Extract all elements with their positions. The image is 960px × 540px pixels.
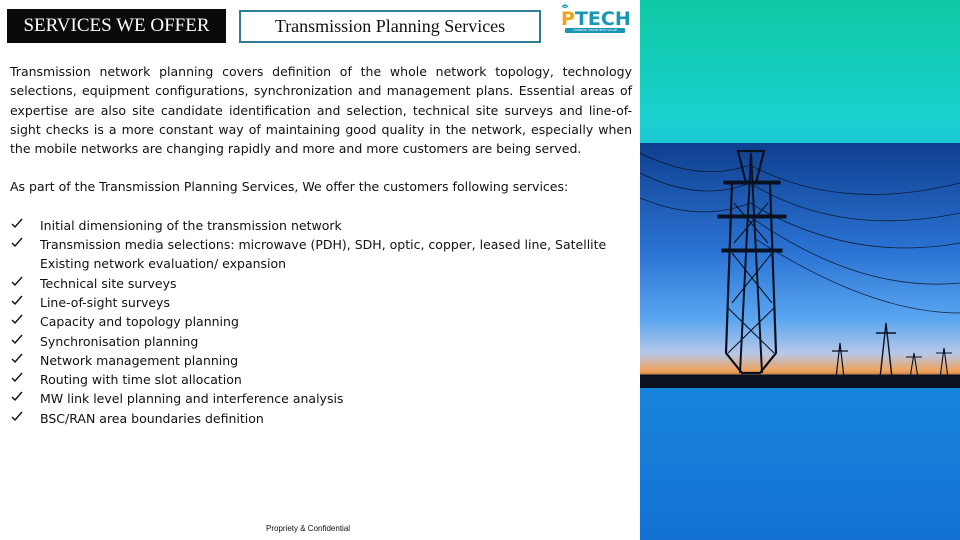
list-item-label: Line-of-sight surveys (40, 294, 170, 310)
list-item-label: Synchronisation planning (40, 333, 199, 349)
list-item-label: Transmission media selections: microwave… (40, 237, 607, 253)
section-label: SERVICES WE OFFER (7, 9, 226, 43)
company-logo: PTECH TURNING VISION INTO VALUE (561, 4, 631, 34)
main-content: Transmission network planning covers def… (10, 62, 632, 428)
list-item: Transmission media selections: microwave… (10, 235, 632, 254)
check-mark-icon (11, 218, 23, 228)
check-mark-icon (11, 391, 23, 402)
list-item: Line-of-sight surveys (10, 293, 632, 312)
list-item-label: Capacity and topology planning (40, 314, 239, 330)
list-item: BSC/RAN area boundaries definition (10, 409, 632, 428)
wifi-icon (561, 4, 569, 9)
services-intro: As part of the Transmission Planning Ser… (10, 179, 569, 195)
list-item: Capacity and topology planning (10, 312, 632, 331)
list-item-label: MW link level planning and interference … (40, 391, 344, 407)
check-mark-icon (11, 334, 23, 344)
logo-tagline: TURNING VISION INTO VALUE (565, 28, 625, 33)
check-mark-icon (11, 237, 23, 248)
slide-title: Transmission Planning Services (239, 10, 541, 43)
intro-paragraph: Transmission network planning covers def… (10, 64, 632, 157)
list-item-label: Routing with time slot allocation (40, 372, 242, 388)
logo-letter-p: P (561, 8, 575, 30)
list-item-label: BSC/RAN area boundaries definition (40, 410, 264, 426)
list-item-label: Initial dimensioning of the transmission… (40, 217, 342, 233)
list-item-label: Network management planning (40, 352, 239, 368)
check-mark-icon (11, 372, 23, 383)
list-item: Network management planning (10, 351, 632, 370)
footer-confidential: Propriety & Confidential (266, 524, 351, 533)
list-item: Initial dimensioning of the transmission… (10, 216, 632, 235)
services-list: Initial dimensioning of the transmission… (10, 216, 632, 428)
check-mark-icon (11, 314, 23, 325)
list-item: Technical site surveys (10, 274, 632, 293)
list-item-label: Technical site surveys (40, 275, 177, 291)
transmission-tower-photo (640, 143, 960, 388)
logo-wordmark: PTECH (561, 8, 631, 30)
check-mark-icon (11, 353, 23, 363)
logo-letters-rest: TECH (574, 8, 631, 30)
check-mark-icon (11, 295, 23, 305)
list-item: Routing with time slot allocation (10, 370, 632, 389)
list-item: MW link level planning and interference … (10, 389, 632, 408)
list-item-continuation: Existing network evaluation/ expansion (40, 256, 287, 272)
check-mark-icon (11, 411, 23, 421)
check-mark-icon (11, 276, 23, 286)
list-item: Synchronisation planning (10, 332, 632, 351)
